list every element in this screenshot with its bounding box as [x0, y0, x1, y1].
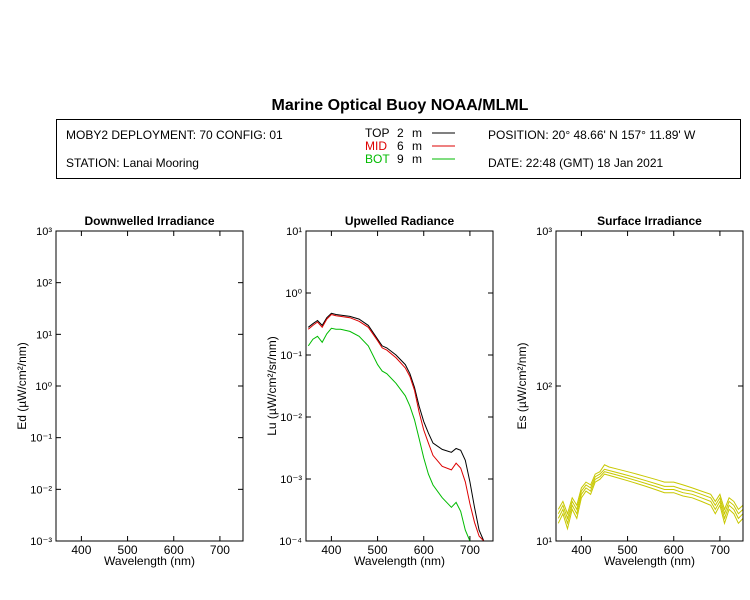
- x-tick-label: 600: [164, 543, 184, 557]
- chart-title: Marine Optical Buoy NOAA/MLML: [271, 97, 529, 114]
- legend-top-name: TOP: [365, 126, 390, 140]
- y-tick-label: 10¹: [536, 536, 552, 548]
- legend-top-depth: 2: [397, 126, 404, 140]
- legend-mid-unit: m: [412, 139, 422, 153]
- x-tick-label: 600: [664, 543, 684, 557]
- series-line: [307, 312, 485, 542]
- y-tick-label: 10²: [536, 381, 552, 393]
- series-line: [557, 473, 744, 531]
- series-line: [557, 468, 744, 521]
- x-tick-label: 400: [71, 543, 91, 557]
- deployment-label: MOBY2 DEPLOYMENT: 70 CONFIG: 01: [66, 128, 283, 142]
- y-tick-label: 10⁰: [285, 288, 302, 300]
- y-tick-label: 10³: [536, 226, 552, 238]
- y-tick-label: 10¹: [36, 329, 52, 341]
- date-label: DATE: 22:48 (GMT) 18 Jan 2021: [488, 156, 664, 170]
- plot-frame: [555, 230, 744, 542]
- y-tick-label: 10⁻¹: [280, 350, 302, 362]
- series-line: [557, 464, 744, 516]
- series-line: [307, 313, 485, 542]
- y-tick-label: 10³: [36, 226, 52, 238]
- series-line: [307, 327, 480, 542]
- legend-bot-depth: 9: [397, 152, 404, 166]
- x-tick-label: 700: [460, 543, 480, 557]
- y-tick-label: 10²: [36, 278, 52, 290]
- y-axis-label: Lu (µW/cm²/sr/nm): [265, 336, 279, 436]
- station-label: STATION: Lanai Mooring: [66, 156, 199, 170]
- y-tick-label: 10⁻⁴: [279, 536, 302, 548]
- x-tick-label: 500: [118, 543, 138, 557]
- legend-mid-name: MID: [365, 139, 387, 153]
- x-tick-label: 700: [210, 543, 230, 557]
- y-tick-label: 10⁻²: [280, 412, 302, 424]
- info-box: MOBY2 DEPLOYMENT: 70 CONFIG: 01 STATION:…: [56, 119, 741, 179]
- x-axis-label: Wavelength (nm): [604, 554, 695, 568]
- plot-frame: [305, 230, 494, 542]
- x-tick-label: 500: [368, 543, 388, 557]
- x-tick-label: 400: [571, 543, 591, 557]
- y-tick-label: 10⁻³: [30, 536, 52, 548]
- y-tick-label: 10⁻²: [30, 484, 52, 496]
- y-axis-label: Es (µW/cm²/nm): [515, 343, 529, 430]
- x-tick-label: 500: [618, 543, 638, 557]
- plot-frame: [55, 230, 244, 542]
- subplot-title: Surface Irradiance: [597, 214, 702, 228]
- legend-bot-name: BOT: [365, 152, 390, 166]
- legend-bot-unit: m: [412, 152, 422, 166]
- legend-mid-depth: 6: [397, 139, 404, 153]
- legend-top-unit: m: [412, 126, 422, 140]
- y-tick-label: 10⁻¹: [30, 433, 52, 445]
- x-tick-label: 600: [414, 543, 434, 557]
- x-tick-label: 700: [710, 543, 730, 557]
- y-tick-label: 10⁰: [35, 381, 52, 393]
- y-tick-label: 10⁻³: [280, 474, 302, 486]
- x-axis-label: Wavelength (nm): [104, 554, 195, 568]
- legend-swatches: [432, 132, 455, 160]
- x-tick-label: 400: [321, 543, 341, 557]
- subplot-title: Downwelled Irradiance: [84, 214, 214, 228]
- position-label: POSITION: 20° 48.66' N 157° 11.89' W: [488, 128, 696, 142]
- subplot-title: Upwelled Radiance: [345, 214, 455, 228]
- x-axis-label: Wavelength (nm): [354, 554, 445, 568]
- y-axis-label: Ed (µW/cm²/nm): [15, 342, 29, 430]
- y-tick-label: 10¹: [286, 226, 302, 238]
- series-line: [557, 471, 744, 526]
